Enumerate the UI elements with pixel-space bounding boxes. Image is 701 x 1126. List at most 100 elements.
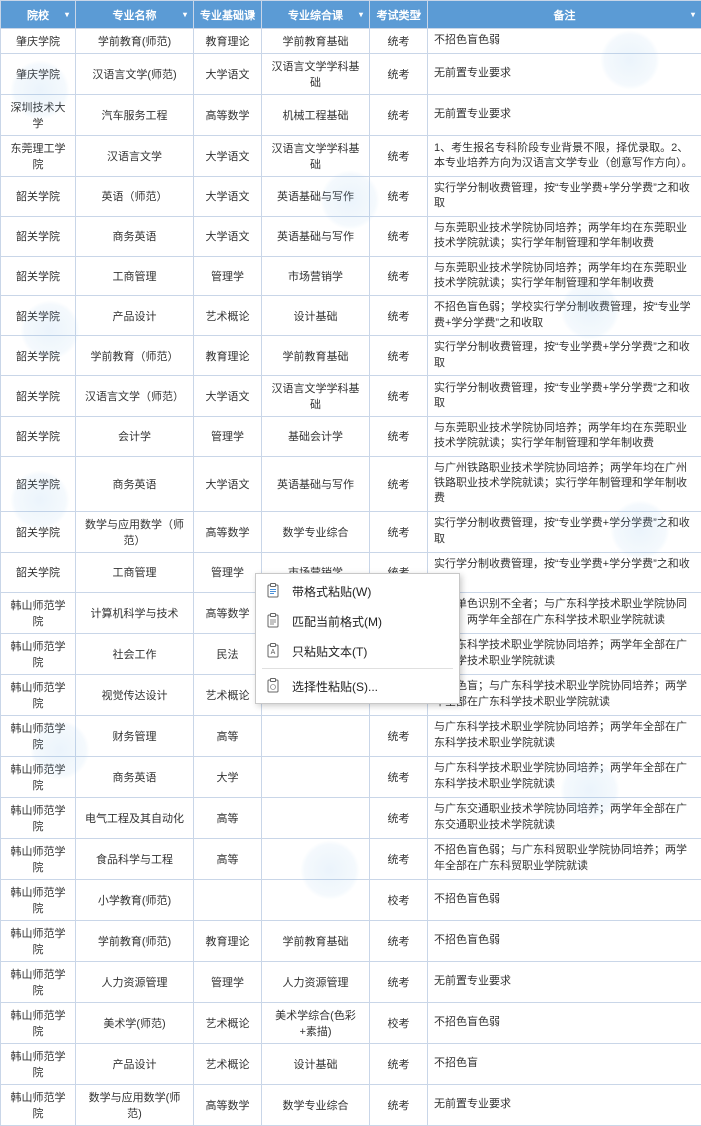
cell-comp[interactable]: 学前教育基础 [262,920,370,961]
cell-examtype[interactable]: 统考 [370,177,428,217]
cell-remark[interactable]: 与东莞职业技术学院协同培养；两学年均在东莞职业技术学院就读；实行学年制管理和学年… [428,216,701,256]
cell-basic[interactable]: 高等 [194,838,262,879]
cell-college[interactable]: 韩山师范学院 [1,633,76,674]
cell-comp[interactable]: 英语基础与写作 [262,177,370,217]
cell-remark[interactable]: 实行学分制收费管理，按“专业学费+学分学费”之和收取 [428,375,701,416]
cell-comp[interactable]: 机械工程基础 [262,95,370,136]
cell-remark[interactable]: 与广东科学技术职业学院协同培养；两学年全部在广东科学技术职业学院就读 [428,715,701,756]
cell-comp[interactable]: 美术学综合(色彩+素描) [262,1002,370,1043]
cell-examtype[interactable]: 校考 [370,879,428,920]
cell-basic[interactable]: 管理学 [194,256,262,296]
cell-basic[interactable]: 艺术概论 [194,1043,262,1084]
cell-remark[interactable]: 不招色盲 [428,1043,701,1084]
cell-comp[interactable]: 学前教育基础 [262,336,370,376]
cell-major[interactable]: 视觉传达设计 [76,674,194,715]
cell-basic[interactable]: 大学语文 [194,216,262,256]
cell-major[interactable]: 汉语言文学 [76,136,194,177]
cell-comp[interactable]: 设计基础 [262,1043,370,1084]
cell-comp[interactable]: 英语基础与写作 [262,216,370,256]
cell-college[interactable]: 韶关学院 [1,416,76,456]
cell-remark[interactable]: 1、考生报名专科阶段专业背景不限，择优录取。2、本专业培养方向为汉语言文学专业（… [428,136,701,177]
cell-basic[interactable]: 大学语文 [194,54,262,95]
cell-major[interactable]: 电气工程及其自动化 [76,797,194,838]
cell-major[interactable]: 小学教育(师范) [76,879,194,920]
cell-remark[interactable]: 不招色盲色弱 [428,879,701,920]
cell-major[interactable]: 学前教育(师范) [76,29,194,54]
filter-icon[interactable]: ▾ [687,9,699,21]
cell-remark[interactable]: 与广东交通职业技术学院协同培养；两学年全部在广东交通职业技术学院就读 [428,797,701,838]
cell-college[interactable]: 韩山师范学院 [1,1084,76,1125]
col-header-major[interactable]: 专业名称▾ [76,1,194,29]
cell-college[interactable]: 韶关学院 [1,552,76,592]
cell-comp[interactable] [262,838,370,879]
cell-college[interactable]: 韩山师范学院 [1,756,76,797]
cell-basic[interactable]: 高等数学 [194,95,262,136]
cell-comp[interactable]: 汉语言文学学科基础 [262,54,370,95]
cell-major[interactable]: 产品设计 [76,296,194,336]
cell-major[interactable]: 商务英语 [76,216,194,256]
cell-basic[interactable]: 大学语文 [194,456,262,511]
cell-college[interactable]: 韶关学院 [1,216,76,256]
cell-remark[interactable]: 与广州铁路职业技术学院协同培养；两学年均在广州铁路职业技术学院就读；实行学年制管… [428,456,701,511]
cell-remark[interactable]: 无前置专业要求 [428,95,701,136]
cell-major[interactable]: 工商管理 [76,256,194,296]
cell-college[interactable]: 韩山师范学院 [1,674,76,715]
cell-college[interactable]: 韩山师范学院 [1,797,76,838]
cell-remark[interactable]: 实行学分制收费管理，按“专业学费+学分学费”之和收取 [428,336,701,376]
cell-basic[interactable]: 大学语文 [194,375,262,416]
cell-remark[interactable]: 实行学分制收费管理，按“专业学费+学分学费”之和收取 [428,177,701,217]
cell-examtype[interactable]: 统考 [370,456,428,511]
cell-examtype[interactable]: 统考 [370,1043,428,1084]
cell-examtype[interactable]: 统考 [370,756,428,797]
cell-basic[interactable]: 高等数学 [194,1084,262,1125]
cell-major[interactable]: 产品设计 [76,1043,194,1084]
cell-comp[interactable]: 学前教育基础 [262,29,370,54]
cell-college[interactable]: 韩山师范学院 [1,879,76,920]
cell-basic[interactable] [194,879,262,920]
col-header-comp[interactable]: 专业综合课▾ [262,1,370,29]
menu-item-paste-text[interactable]: A 只粘贴文本(T) [256,636,459,666]
filter-icon[interactable]: ▾ [61,9,73,21]
cell-remark[interactable]: 与东莞职业技术学院协同培养；两学年均在东莞职业技术学院就读；实行学年制管理和学年… [428,256,701,296]
cell-college[interactable]: 韩山师范学院 [1,838,76,879]
cell-major[interactable]: 汉语言文学(师范) [76,54,194,95]
cell-remark[interactable]: 不招色盲色弱 [428,920,701,961]
cell-comp[interactable]: 汉语言文学学科基础 [262,136,370,177]
cell-examtype[interactable]: 统考 [370,296,428,336]
cell-examtype[interactable]: 统考 [370,29,428,54]
menu-item-paste-formatted[interactable]: 带格式粘贴(W) [256,576,459,606]
cell-basic[interactable]: 管理学 [194,552,262,592]
cell-comp[interactable] [262,879,370,920]
cell-basic[interactable]: 高等数学 [194,592,262,633]
cell-major[interactable]: 商务英语 [76,456,194,511]
filter-icon[interactable]: ▾ [179,9,191,21]
cell-college[interactable]: 韶关学院 [1,511,76,552]
cell-college[interactable]: 韶关学院 [1,456,76,511]
cell-college[interactable]: 韶关学院 [1,375,76,416]
cell-major[interactable]: 汉语言文学（师范） [76,375,194,416]
menu-item-paste-special[interactable]: 选择性粘贴(S)... [256,671,459,701]
cell-major[interactable]: 工商管理 [76,552,194,592]
cell-major[interactable]: 财务管理 [76,715,194,756]
cell-college[interactable]: 东莞理工学院 [1,136,76,177]
col-header-basic[interactable]: 专业基础课▾ [194,1,262,29]
col-header-college[interactable]: 院校▾ [1,1,76,29]
cell-examtype[interactable]: 统考 [370,838,428,879]
cell-college[interactable]: 韩山师范学院 [1,1043,76,1084]
cell-remark[interactable]: 不招单色识别不全者；与广东科学技术职业学院协同培养；两学年全部在广东科学技术职业… [428,592,701,633]
cell-comp[interactable]: 基础会计学 [262,416,370,456]
cell-comp[interactable]: 数学专业综合 [262,511,370,552]
cell-major[interactable]: 计算机科学与技术 [76,592,194,633]
cell-basic[interactable]: 管理学 [194,961,262,1002]
cell-examtype[interactable]: 统考 [370,136,428,177]
cell-remark[interactable]: 实行学分制收费管理，按“专业学费+学分学费”之和收取 [428,511,701,552]
filter-icon[interactable]: ▾ [355,9,367,21]
cell-major[interactable]: 会计学 [76,416,194,456]
cell-remark[interactable]: 不招色盲；与广东科学技术职业学院协同培养；两学年全部在广东科学技术职业学院就读 [428,674,701,715]
cell-major[interactable]: 学前教育（师范） [76,336,194,376]
cell-basic[interactable]: 大学语文 [194,136,262,177]
cell-basic[interactable]: 高等数学 [194,511,262,552]
cell-major[interactable]: 食品科学与工程 [76,838,194,879]
cell-basic[interactable]: 高等 [194,715,262,756]
cell-comp[interactable] [262,756,370,797]
